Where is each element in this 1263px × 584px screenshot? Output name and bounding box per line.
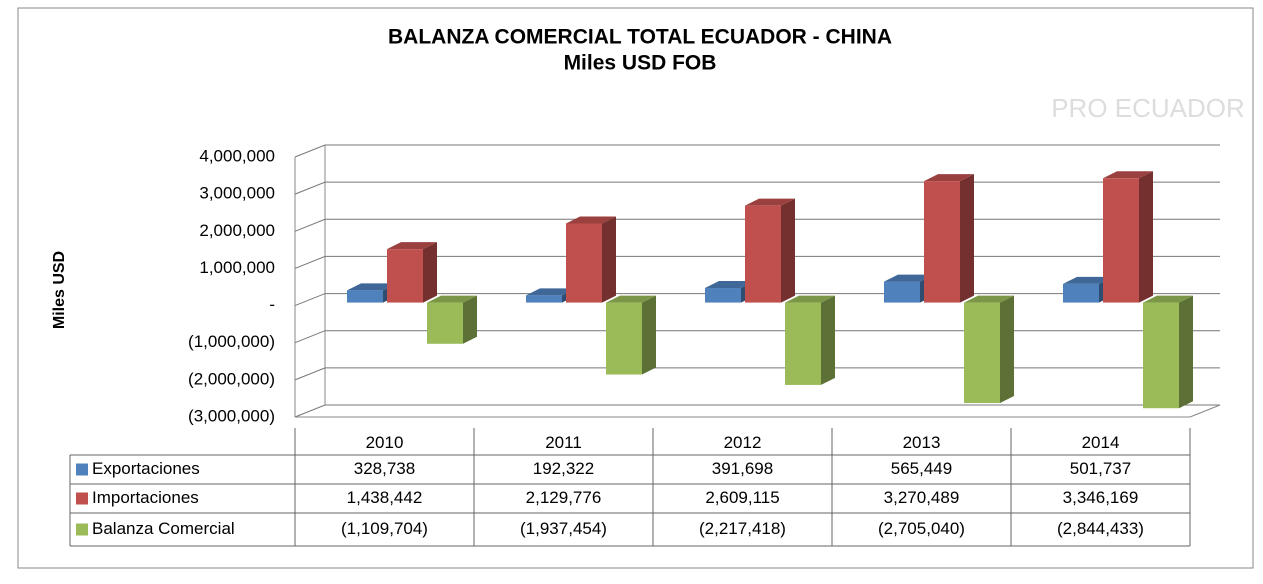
bar bbox=[964, 302, 1000, 404]
bar bbox=[1063, 283, 1099, 303]
bar bbox=[606, 302, 642, 375]
bar bbox=[387, 249, 423, 303]
y-tick-label: 3,000,000 bbox=[199, 184, 275, 203]
bar bbox=[1103, 178, 1139, 303]
y-tick-label: 4,000,000 bbox=[199, 146, 275, 165]
bar bbox=[526, 295, 562, 303]
y-tick-label: - bbox=[269, 295, 275, 314]
bar-top bbox=[1103, 171, 1153, 179]
bar bbox=[566, 223, 602, 303]
bar bbox=[884, 281, 920, 303]
table-value: (1,109,704) bbox=[341, 519, 428, 538]
bar-top bbox=[427, 295, 477, 303]
table-value: 3,270,489 bbox=[884, 488, 960, 507]
table-value: 565,449 bbox=[891, 459, 952, 478]
table-value: 391,698 bbox=[712, 459, 773, 478]
table-value: 2,129,776 bbox=[526, 488, 602, 507]
bar-top bbox=[1143, 295, 1193, 303]
table-value: (1,937,454) bbox=[520, 519, 607, 538]
bar-side bbox=[821, 295, 835, 385]
y-tick-label: (2,000,000) bbox=[188, 369, 275, 388]
bar-top bbox=[924, 174, 974, 182]
bar-top bbox=[526, 288, 576, 296]
table-value: 501,737 bbox=[1070, 459, 1131, 478]
bar-side bbox=[960, 174, 974, 303]
table-value: 192,322 bbox=[533, 459, 594, 478]
table-value: (2,844,433) bbox=[1057, 519, 1144, 538]
bar-side bbox=[463, 295, 477, 344]
bar bbox=[1143, 302, 1179, 409]
bar-top bbox=[785, 295, 835, 303]
table-value: 328,738 bbox=[354, 459, 415, 478]
bar-top bbox=[347, 283, 397, 291]
grid-line bbox=[294, 330, 1220, 344]
bar-top bbox=[387, 242, 437, 250]
x-tick-label: 2014 bbox=[1082, 433, 1120, 452]
legend-swatch bbox=[76, 492, 88, 505]
x-tick-label: 2011 bbox=[545, 433, 582, 452]
y-tick-label: 1,000,000 bbox=[199, 258, 275, 277]
bar-top bbox=[566, 216, 616, 224]
grid-line bbox=[294, 255, 1220, 269]
grid-line bbox=[294, 218, 1220, 232]
x-tick-label: 2013 bbox=[903, 433, 941, 452]
bar-top bbox=[606, 295, 656, 303]
bar bbox=[347, 290, 383, 303]
x-tick-label: 2010 bbox=[366, 433, 404, 452]
bar bbox=[745, 205, 781, 303]
chart-subtitle: Miles USD FOB bbox=[564, 52, 717, 75]
bar-top bbox=[1063, 276, 1113, 284]
frame bbox=[17, 7, 1254, 569]
bar-top bbox=[964, 295, 1014, 303]
bar-top bbox=[705, 281, 755, 289]
bar-side bbox=[781, 198, 795, 303]
grid-line bbox=[294, 367, 1220, 381]
y-tick-label: 2,000,000 bbox=[199, 221, 275, 240]
legend-label: Balanza Comercial bbox=[92, 519, 235, 538]
x-tick-label: 2012 bbox=[724, 433, 762, 452]
y-tick-label: (3,000,000) bbox=[188, 406, 275, 425]
bar-top bbox=[884, 274, 934, 282]
bar bbox=[924, 181, 960, 303]
legend-label: Importaciones bbox=[92, 488, 199, 507]
legend-label: Exportaciones bbox=[92, 459, 200, 478]
table-value: (2,217,418) bbox=[699, 519, 786, 538]
floor-edge bbox=[1189, 404, 1221, 418]
table-value: (2,705,040) bbox=[878, 519, 965, 538]
bar-top bbox=[745, 198, 795, 206]
bar bbox=[705, 288, 741, 303]
legend-swatch bbox=[76, 523, 88, 536]
bar-side bbox=[642, 295, 656, 375]
grid-line bbox=[294, 144, 1220, 158]
bar-side bbox=[1139, 171, 1153, 303]
y-axis-label: Miles USD bbox=[51, 251, 68, 329]
legend-swatch bbox=[76, 463, 88, 476]
bar-side bbox=[1000, 295, 1014, 404]
bar bbox=[427, 302, 463, 344]
y-tick-label: (1,000,000) bbox=[188, 332, 275, 351]
bar-side bbox=[423, 242, 437, 303]
grid-line bbox=[294, 404, 1220, 418]
table-value: 2,609,115 bbox=[705, 488, 779, 507]
chart-title: BALANZA COMERCIAL TOTAL ECUADOR - CHINA bbox=[388, 26, 892, 49]
bar bbox=[785, 302, 821, 385]
bar-side bbox=[1179, 295, 1193, 409]
watermark: PRO ECUADOR bbox=[1051, 93, 1245, 123]
bar-side bbox=[602, 216, 616, 303]
table-value: 3,346,169 bbox=[1063, 488, 1139, 507]
grid-line bbox=[294, 181, 1220, 195]
table-value: 1,438,442 bbox=[347, 488, 423, 507]
